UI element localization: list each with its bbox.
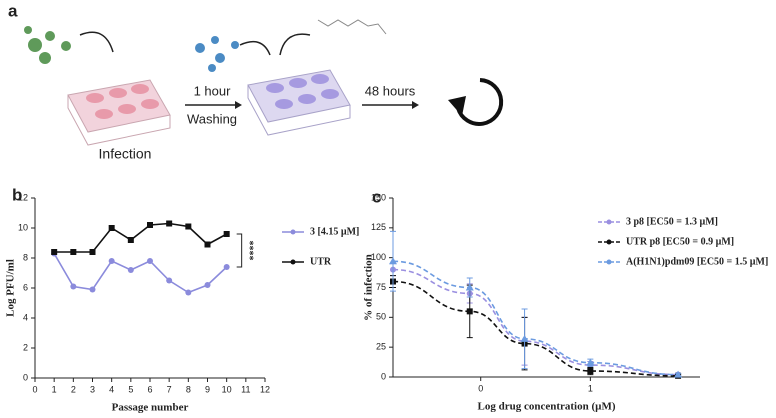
molecule <box>317 19 387 35</box>
legend-marker <box>290 229 296 235</box>
marker <box>185 223 192 230</box>
plate-edge <box>67 95 171 146</box>
cycle-arrow <box>456 78 504 126</box>
y-tick-label: 0 <box>23 372 28 382</box>
marker <box>466 308 473 315</box>
x-tick-label: 1 <box>52 384 57 394</box>
marker <box>70 249 77 255</box>
marker <box>108 225 115 231</box>
arrow <box>279 33 311 56</box>
panel-label: a <box>8 1 18 20</box>
panel-a: a Infection 1 hour Washing 48 hours <box>8 1 504 162</box>
y-tick-label: 12 <box>18 192 28 202</box>
arrow <box>79 31 114 53</box>
virus-icons <box>195 36 239 72</box>
series-line <box>53 253 228 294</box>
marker <box>89 286 96 293</box>
legend-marker <box>606 219 612 225</box>
marker <box>204 241 211 248</box>
legend-label: UTR p8 [EC50 = 0.9 µM] <box>626 236 734 247</box>
marker <box>587 368 594 375</box>
marker <box>166 220 173 227</box>
x-axis-label: Log drug concentration (µM) <box>477 401 615 413</box>
y-tick-label: 8 <box>23 252 28 262</box>
marker <box>185 289 192 296</box>
y-tick-label: 6 <box>23 282 28 292</box>
x-tick-label: 2 <box>71 384 76 394</box>
marker <box>166 277 173 284</box>
marker <box>586 358 595 366</box>
y-tick-label: 125 <box>371 222 386 232</box>
step-label: 48 hours <box>365 83 416 98</box>
x-tick-label: 5 <box>128 384 133 394</box>
legend-label: 3 [4.15 µM] <box>310 226 359 237</box>
x-tick-label: 0 <box>478 383 483 393</box>
legend-marker <box>290 259 296 265</box>
arrow <box>239 40 271 56</box>
annotation: **** <box>243 240 254 260</box>
legend-label: 3 p8 [EC50 = 1.3 µM] <box>626 216 718 227</box>
y-tick-label: 4 <box>23 312 28 322</box>
plate-edge <box>247 85 351 136</box>
marker <box>108 258 115 264</box>
legend-marker <box>606 259 612 265</box>
y-tick-label: 10 <box>18 222 28 232</box>
y-tick-label: 0 <box>381 371 386 381</box>
marker <box>70 283 77 290</box>
arrowhead <box>235 101 242 109</box>
x-axis-label: Passage number <box>112 402 189 414</box>
wells <box>86 84 159 119</box>
x-tick-label: 7 <box>167 384 172 394</box>
x-tick-label: 9 <box>205 384 210 394</box>
x-tick-label: 10 <box>222 384 232 394</box>
marker <box>223 264 230 270</box>
panel-label: c <box>372 187 381 206</box>
step-label: Infection <box>99 146 152 162</box>
x-tick-label: 11 <box>241 384 250 394</box>
marker <box>147 258 153 264</box>
arrowhead <box>448 96 466 116</box>
marker <box>89 249 96 255</box>
marker <box>127 237 134 243</box>
legend-marker <box>606 239 612 245</box>
y-tick-label: 25 <box>376 342 386 352</box>
marker <box>147 222 153 228</box>
marker <box>51 249 58 255</box>
panel-label: b <box>12 185 22 204</box>
x-tick-label: 8 <box>186 384 191 394</box>
legend-label: UTR <box>310 256 332 267</box>
arrowhead <box>412 101 419 109</box>
y-axis-label: % of infection <box>363 254 375 321</box>
x-tick-label: 6 <box>147 384 152 394</box>
series-line <box>392 280 679 377</box>
virus-icons <box>24 26 71 64</box>
y-tick-label: 150 <box>371 192 386 202</box>
x-tick-label: 12 <box>260 384 270 394</box>
marker <box>389 257 397 265</box>
y-tick-label: 2 <box>23 342 28 352</box>
x-tick-label: 4 <box>109 384 114 394</box>
marker <box>204 282 211 288</box>
x-tick-label: 3 <box>90 384 95 394</box>
y-axis-label: Log PFU/ml <box>5 259 17 317</box>
y-tick-label: 75 <box>376 282 386 292</box>
legend-label: A(H1N1)pdm09 [EC50 = 1.5 µM] <box>626 256 768 267</box>
y-tick-label: 100 <box>371 252 386 262</box>
series-line <box>392 268 679 376</box>
series-line <box>392 260 679 376</box>
marker <box>465 283 474 291</box>
y-tick-label: 50 <box>376 312 386 322</box>
bracket <box>236 233 243 268</box>
x-tick-label: 1 <box>588 383 593 393</box>
marker <box>520 334 529 342</box>
series-line <box>54 222 228 253</box>
step-label: 1 hour <box>194 83 232 98</box>
step-label: Washing <box>187 111 237 126</box>
wells <box>266 74 339 109</box>
marker <box>223 231 230 237</box>
x-tick-label: 0 <box>32 384 37 394</box>
marker <box>674 370 683 378</box>
marker <box>127 267 134 273</box>
